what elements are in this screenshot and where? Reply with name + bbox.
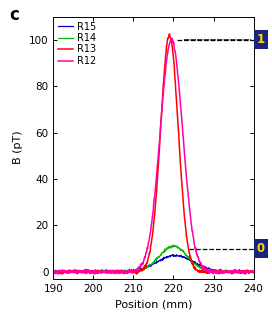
R15: [170, 254, 173, 258]
Line: R14: R14: [53, 245, 254, 273]
Text: 1: 1: [257, 33, 265, 46]
R12: [203, 268, 206, 272]
R15: [52, 270, 55, 273]
R15: [103, 270, 106, 274]
R14: [172, 243, 176, 247]
R13: [52, 270, 55, 274]
R15: [87, 270, 90, 274]
R13: [168, 32, 171, 36]
Line: R13: R13: [53, 34, 254, 274]
R14: [104, 271, 107, 275]
R13: [170, 43, 174, 46]
R15: [239, 271, 242, 275]
R15: [252, 270, 255, 274]
R13: [60, 272, 64, 276]
R15: [186, 258, 189, 261]
R12: [88, 268, 91, 272]
R12: [186, 189, 189, 193]
R14: [186, 255, 189, 258]
R12: [143, 256, 146, 260]
R13: [143, 264, 146, 268]
R14: [203, 268, 206, 271]
R12: [52, 271, 55, 275]
R13: [88, 269, 91, 273]
R14: [170, 245, 173, 249]
R14: [87, 270, 90, 273]
R13: [104, 270, 107, 274]
R13: [186, 242, 189, 246]
R15: [171, 253, 175, 257]
R15: [142, 266, 146, 270]
R12: [170, 37, 173, 41]
R14: [252, 270, 255, 274]
R12: [104, 270, 107, 274]
X-axis label: Position (mm): Position (mm): [115, 299, 192, 309]
Y-axis label: B (pT): B (pT): [13, 131, 23, 164]
R13: [203, 271, 206, 275]
R14: [52, 270, 55, 274]
R15: [203, 265, 206, 269]
R12: [171, 37, 174, 40]
Text: 0: 0: [257, 242, 265, 255]
Text: c: c: [9, 6, 19, 24]
R14: [91, 271, 94, 275]
R14: [143, 268, 146, 271]
Legend: R15, R14, R13, R12: R15, R14, R13, R12: [56, 20, 98, 68]
Line: R15: R15: [53, 255, 254, 273]
R12: [252, 269, 255, 273]
R12: [57, 272, 60, 276]
Line: R12: R12: [53, 39, 254, 274]
R13: [252, 271, 255, 275]
